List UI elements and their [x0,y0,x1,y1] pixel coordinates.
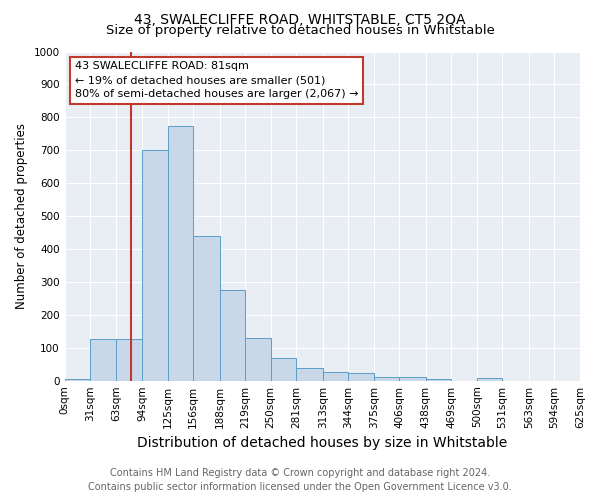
Y-axis label: Number of detached properties: Number of detached properties [15,123,28,309]
Bar [477,378,502,380]
Bar [374,376,400,380]
Bar [271,358,296,380]
Bar [193,236,220,380]
Bar [296,368,323,380]
Bar [400,376,426,380]
Bar [90,338,116,380]
Bar [426,378,451,380]
Bar [245,338,271,380]
Bar [167,126,193,380]
Text: Size of property relative to detached houses in Whitstable: Size of property relative to detached ho… [106,24,494,37]
Bar [65,379,90,380]
Bar [142,150,167,380]
Text: 43 SWALECLIFFE ROAD: 81sqm
← 19% of detached houses are smaller (501)
80% of sem: 43 SWALECLIFFE ROAD: 81sqm ← 19% of deta… [75,62,358,100]
Bar [348,374,374,380]
Bar [116,338,142,380]
X-axis label: Distribution of detached houses by size in Whitstable: Distribution of detached houses by size … [137,436,508,450]
Bar [220,290,245,380]
Text: 43, SWALECLIFFE ROAD, WHITSTABLE, CT5 2QA: 43, SWALECLIFFE ROAD, WHITSTABLE, CT5 2Q… [134,12,466,26]
Text: Contains HM Land Registry data © Crown copyright and database right 2024.
Contai: Contains HM Land Registry data © Crown c… [88,468,512,492]
Bar [323,372,348,380]
